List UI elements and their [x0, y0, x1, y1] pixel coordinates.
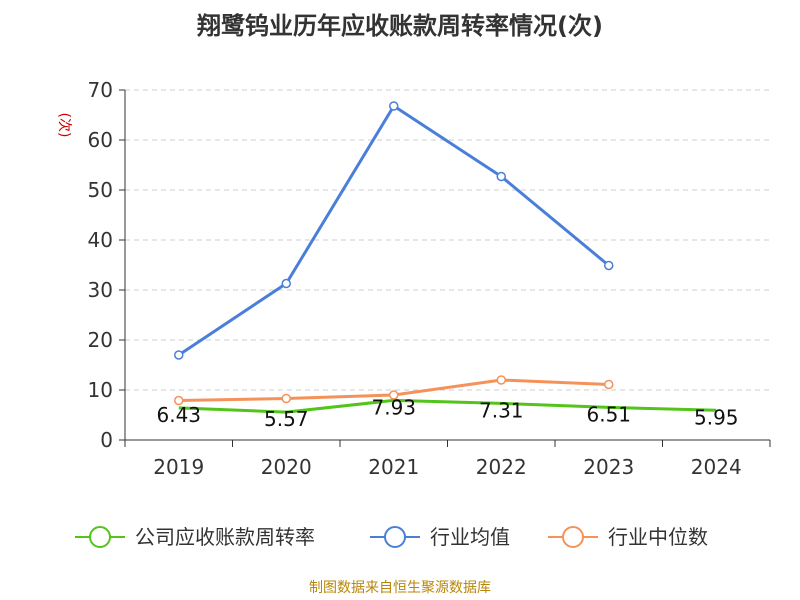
y-tick-labels: 0 10 20 30 40 50 60 70 [88, 78, 113, 452]
data-label: 7.31 [479, 398, 524, 422]
axes [119, 89, 771, 447]
data-point [496, 375, 506, 385]
data-point [281, 393, 291, 404]
legend-label: 行业中位数 [608, 525, 708, 549]
legend-marker [89, 526, 111, 548]
x-tick-label: 2021 [368, 455, 419, 479]
y-axis-label: (次) [56, 113, 72, 138]
series-line [178, 398, 717, 414]
legend-item: 公司应收账款周转率 [75, 525, 315, 549]
data-label: 6.51 [586, 402, 631, 426]
data-point [604, 379, 614, 390]
chart-title: 翔鹭钨业历年应收账款周转率情况(次) [197, 12, 603, 40]
legend-item: 行业均值 [370, 525, 510, 549]
data-label: 5.57 [264, 407, 309, 431]
data-label: 6.43 [156, 403, 201, 427]
x-tick-label: 2023 [583, 455, 634, 479]
x-tick-label: 2022 [476, 455, 527, 479]
y-tick-label: 10 [88, 378, 113, 402]
series-lines [174, 101, 717, 414]
y-tick-label: 40 [88, 228, 113, 252]
legend: 公司应收账款周转率 行业均值 行业中位数 [75, 525, 708, 549]
data-point [174, 350, 184, 360]
y-tick-label: 50 [88, 178, 113, 202]
x-tick-label: 2019 [153, 455, 204, 479]
data-point [496, 171, 506, 182]
data-label: 5.95 [694, 405, 739, 429]
legend-label: 行业均值 [430, 525, 510, 549]
y-tick-label: 60 [88, 128, 113, 152]
legend-item: 行业中位数 [548, 525, 708, 549]
legend-label: 公司应收账款周转率 [135, 525, 315, 549]
data-point [604, 260, 614, 271]
y-tick-label: 0 [100, 428, 113, 452]
y-tick-label: 20 [88, 328, 113, 352]
x-tick-label: 2020 [261, 455, 312, 479]
data-point [389, 101, 399, 111]
series-line [177, 104, 610, 357]
y-tick-label: 70 [88, 78, 113, 102]
data-label: 7.93 [371, 395, 416, 419]
x-tick-label: 2024 [691, 455, 742, 479]
x-tick-labels: 2019 2020 2021 2022 2023 2024 [153, 455, 741, 479]
source-note: 制图数据来自恒生聚源数据库 [309, 580, 491, 596]
data-point [174, 395, 184, 406]
y-tick-label: 30 [88, 278, 113, 302]
legend-marker [562, 526, 584, 548]
data-labels: 6.43 5.57 7.93 7.31 6.51 5.95 [156, 395, 738, 431]
legend-marker [384, 526, 406, 548]
grid-lines [125, 89, 770, 391]
data-point [281, 278, 291, 289]
